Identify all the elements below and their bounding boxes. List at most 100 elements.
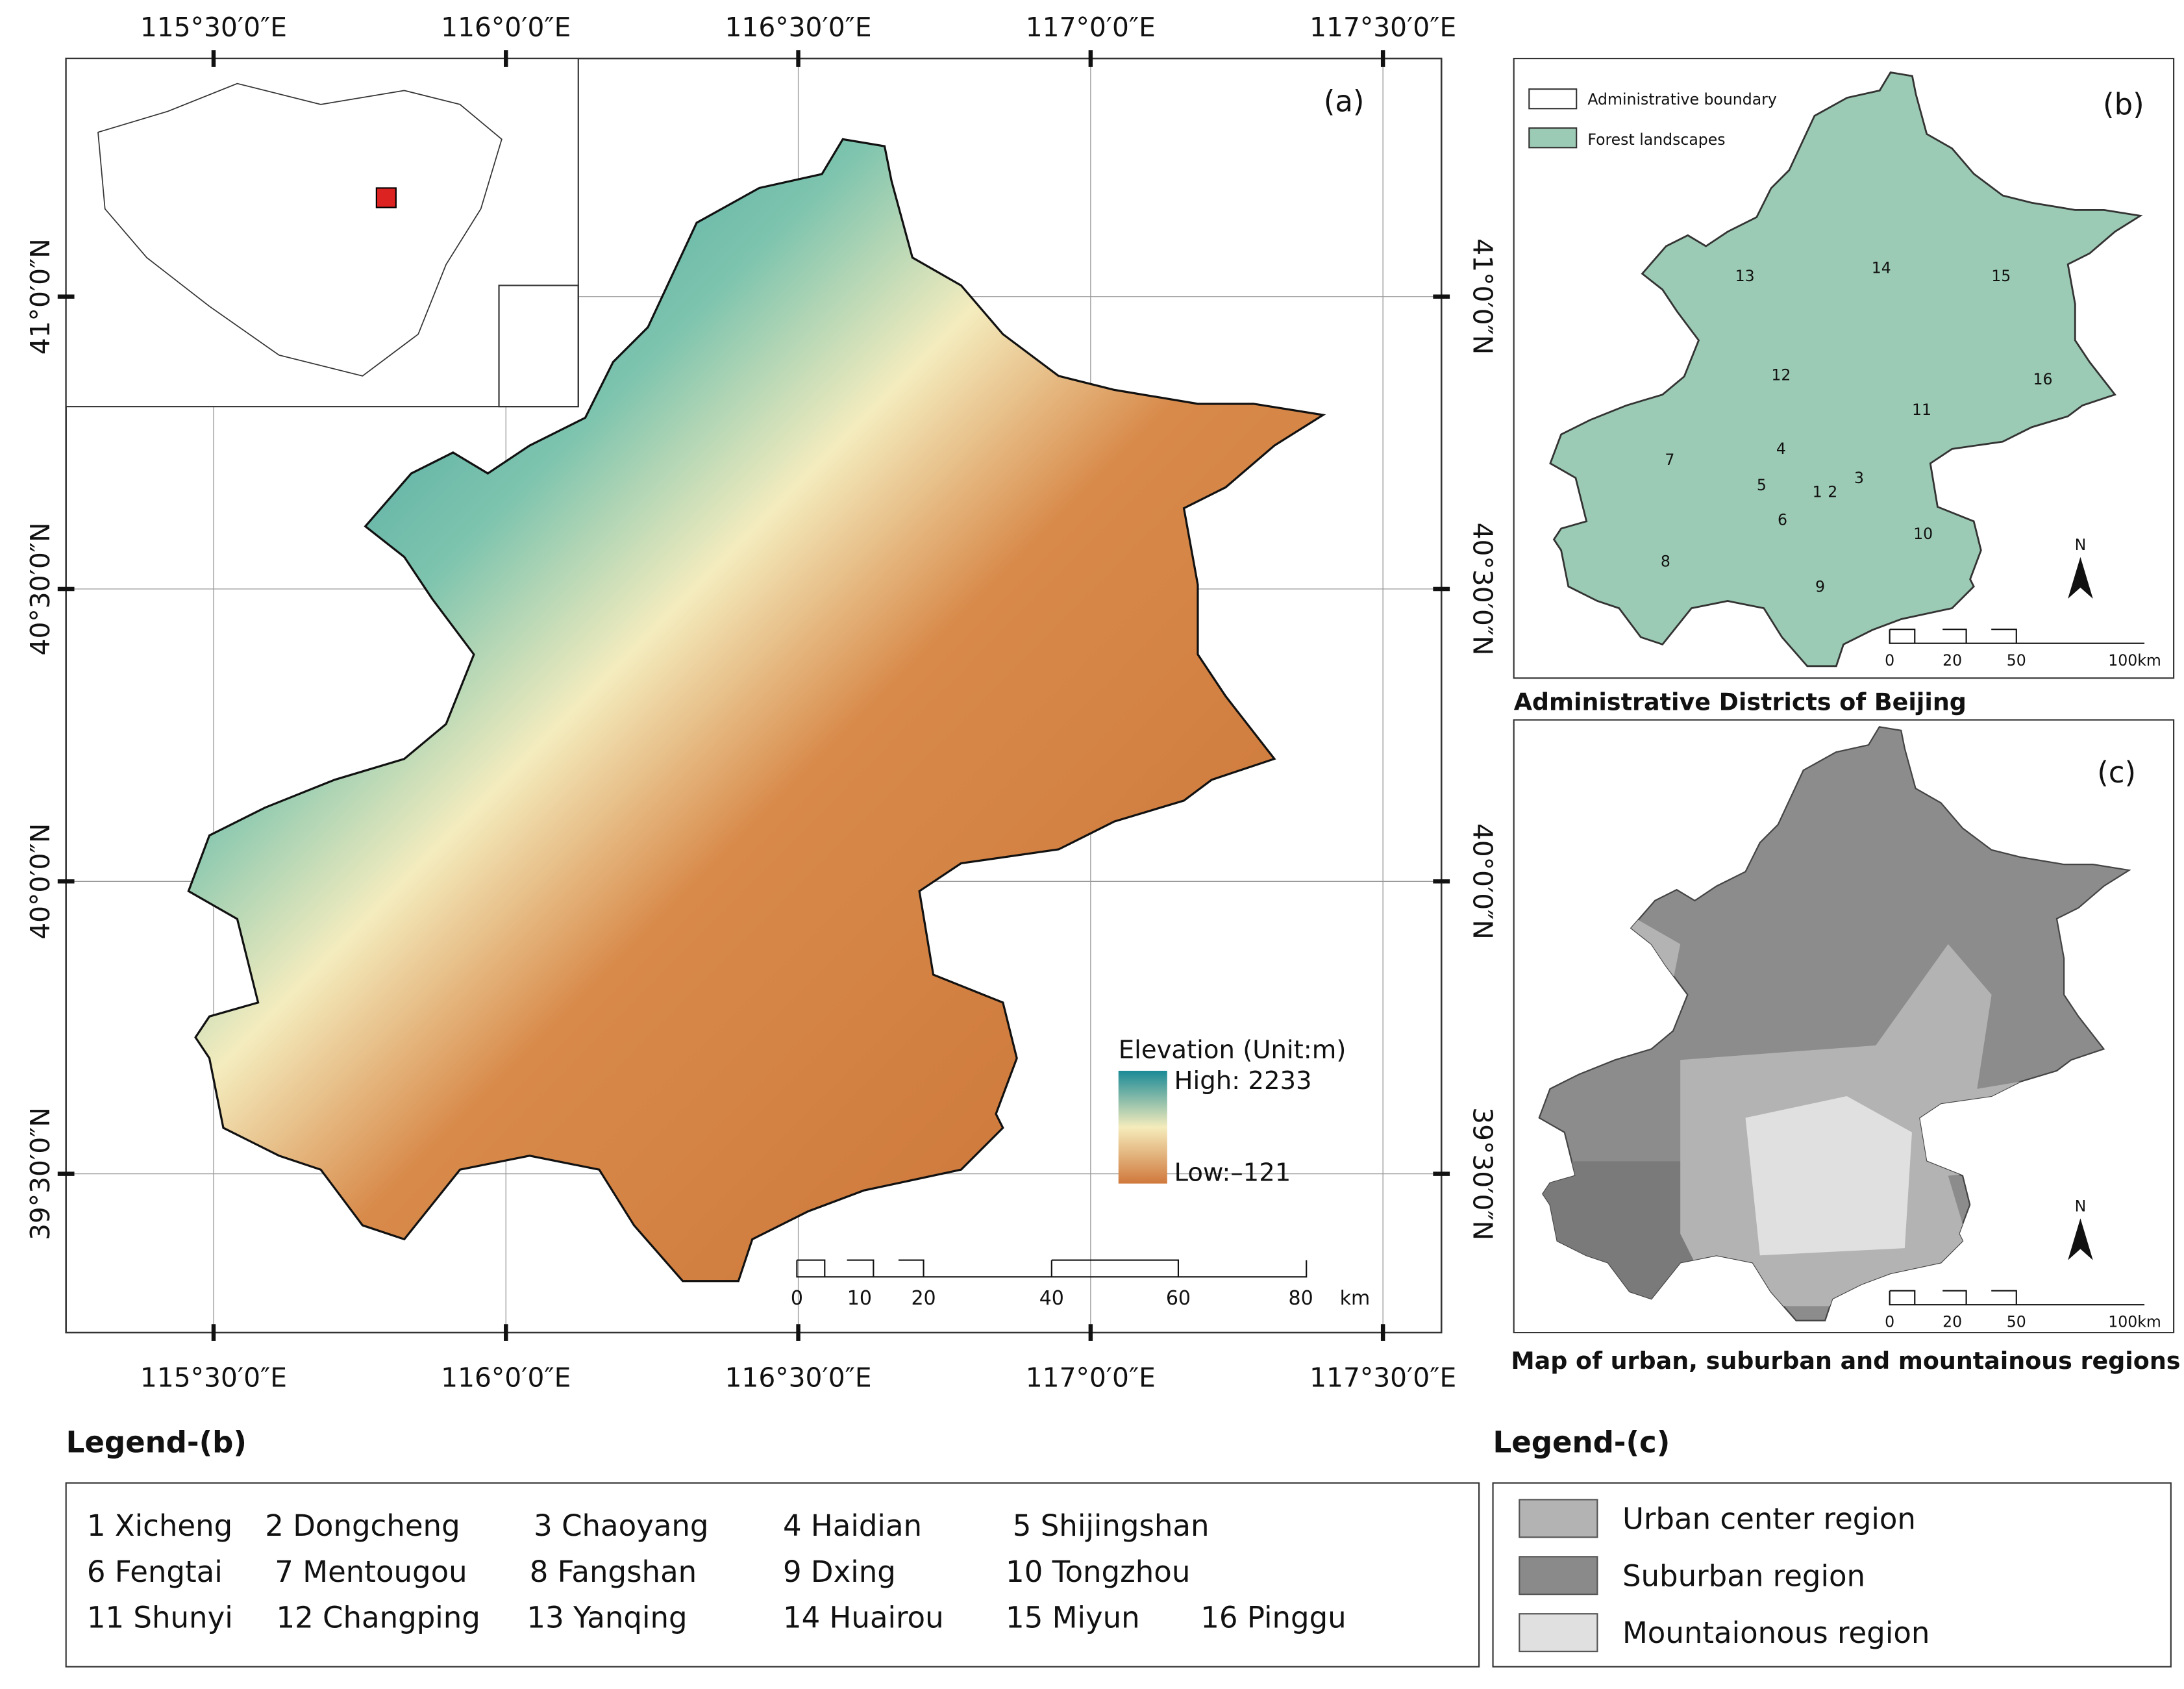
lon-label: 115°30′0″E [140,1362,287,1394]
scale-label: 100km [2108,651,2161,669]
legend-b-box [65,1482,1480,1668]
north-label: N [2075,1197,2087,1216]
lon-label: 116°30′0″E [725,12,872,43]
north-arrow [2068,1218,2093,1260]
caption: Map of urban, suburban and mountainous r… [1511,1347,2180,1375]
legend-entry: 14 Huairou [783,1601,944,1635]
legend-entry: Urban center region [1622,1501,1916,1536]
legend-entry: 6 Fengtai [87,1555,223,1589]
lon-label: 116°30′0″E [725,1362,872,1394]
legend-entry: 10 Tongzhou [1006,1555,1190,1589]
legend-entry: 1 Xicheng [87,1508,232,1543]
legend-entry: 3 Chaoyang [534,1508,708,1543]
district-number: 12 [1771,366,1791,384]
scale-label: 40 [1039,1287,1064,1310]
district-number: 16 [2033,370,2053,388]
district-number: 8 [1661,553,1670,571]
scale-label: 100km [2108,1312,2161,1331]
district-number: 1 [1813,483,1822,501]
district-number: 15 [1991,267,2011,285]
scale-label: 20 [911,1287,936,1310]
scale-label: 50 [2007,651,2026,669]
inset-china [65,57,579,408]
legend-entry: Forest landscapes [1587,131,1725,149]
district-number: 14 [1872,258,1891,277]
north-arrow [2068,557,2093,599]
legend-title: Legend-(b) [66,1425,247,1459]
district-number: 6 [1778,510,1787,529]
scale-label: 0 [791,1287,803,1310]
lat-label: 41°0′0″N [25,238,56,355]
lon-label: 117°30′0″E [1309,12,1456,43]
legend-entry: 15 Miyun [1006,1601,1140,1635]
legend-entry: 13 Yanqing [527,1601,687,1635]
scale-label: 80 [1289,1287,1313,1310]
district-number: 2 [1828,483,1837,501]
lon-label: 117°0′0″E [1026,1362,1156,1394]
scale-label: 20 [1942,1312,1962,1331]
district-number: 3 [1854,469,1864,487]
scale-label: 0 [1885,651,1894,669]
scale-label: 20 [1942,651,1962,669]
legend-entry: 8 Fangshan [530,1555,697,1589]
elevation-ramp [1118,1070,1167,1184]
panel-label: (b) [2103,87,2144,121]
lon-label: 117°30′0″E [1309,1362,1456,1394]
legend-swatch [1528,127,1578,149]
legend-entry: 9 Dxing [783,1555,896,1589]
legend-low: Low:–121 [1174,1158,1291,1187]
panel-label: (a) [1324,84,1365,119]
scale-label: 0 [1885,1312,1894,1331]
legend-swatch [1528,88,1578,110]
legend-entry: 2 Dongcheng [265,1508,460,1543]
lat-label: 40°0′0″N [25,823,56,940]
district-number: 9 [1815,577,1825,595]
legend-entry: 4 Haidian [783,1508,922,1543]
lon-label: 117°0′0″E [1026,12,1156,43]
lat-label: 41°0′0″N [1467,238,1498,355]
district-number: 10 [1913,525,1933,543]
scale-bar [1889,629,2145,644]
legend-entry: 12 Changping [276,1601,480,1635]
district-number: 7 [1665,451,1674,469]
scale-label: 50 [2007,1312,2026,1331]
legend-entry: 5 Shijingshan [1013,1508,1210,1543]
legend-entry: Mountaionous region [1622,1616,1930,1650]
district-number: 4 [1776,440,1786,458]
beijing-marker [375,187,397,208]
north-label: N [2075,536,2087,554]
inset-south-sea [498,284,579,408]
lat-label: 40°0′0″N [1467,823,1498,940]
scale-bar [796,1259,1308,1278]
legend-title: Elevation (Unit:m) [1119,1036,1346,1065]
legend-entry: 16 Pinggu [1200,1601,1346,1635]
legend-high: High: 2233 [1174,1066,1312,1095]
legend-entry: 7 Mentougou [275,1555,467,1589]
lat-label: 40°30′0″N [25,523,56,656]
legend-title: Legend-(c) [1493,1425,1670,1459]
district-number: 11 [1912,401,1931,419]
lon-label: 116°0′0″E [441,12,571,43]
lon-label: 116°0′0″E [441,1362,571,1394]
legend-entry: Suburban region [1622,1558,1865,1593]
legend-swatch [1519,1499,1598,1538]
legend-entry: Administrative boundary [1587,90,1777,108]
scale-label: 60 [1166,1287,1191,1310]
district-number: 13 [1735,267,1755,285]
scale-bar [1889,1290,2145,1306]
scale-label: 10 [847,1287,872,1310]
legend-c-box [1492,1482,2172,1668]
lat-label: 39°30′0″N [1467,1107,1498,1240]
panel-label: (c) [2097,755,2136,790]
lon-label: 115°30′0″E [140,12,287,43]
legend-swatch [1519,1556,1598,1595]
china-outline [97,82,503,377]
scale-unit: km [1340,1287,1371,1310]
legend-swatch [1519,1613,1598,1653]
caption: Administrative Districts of Beijing [1514,688,1967,716]
lat-label: 39°30′0″N [25,1107,56,1240]
legend-entry: 11 Shunyi [87,1601,233,1635]
district-number: 5 [1757,476,1767,494]
lat-label: 40°30′0″N [1467,523,1498,656]
